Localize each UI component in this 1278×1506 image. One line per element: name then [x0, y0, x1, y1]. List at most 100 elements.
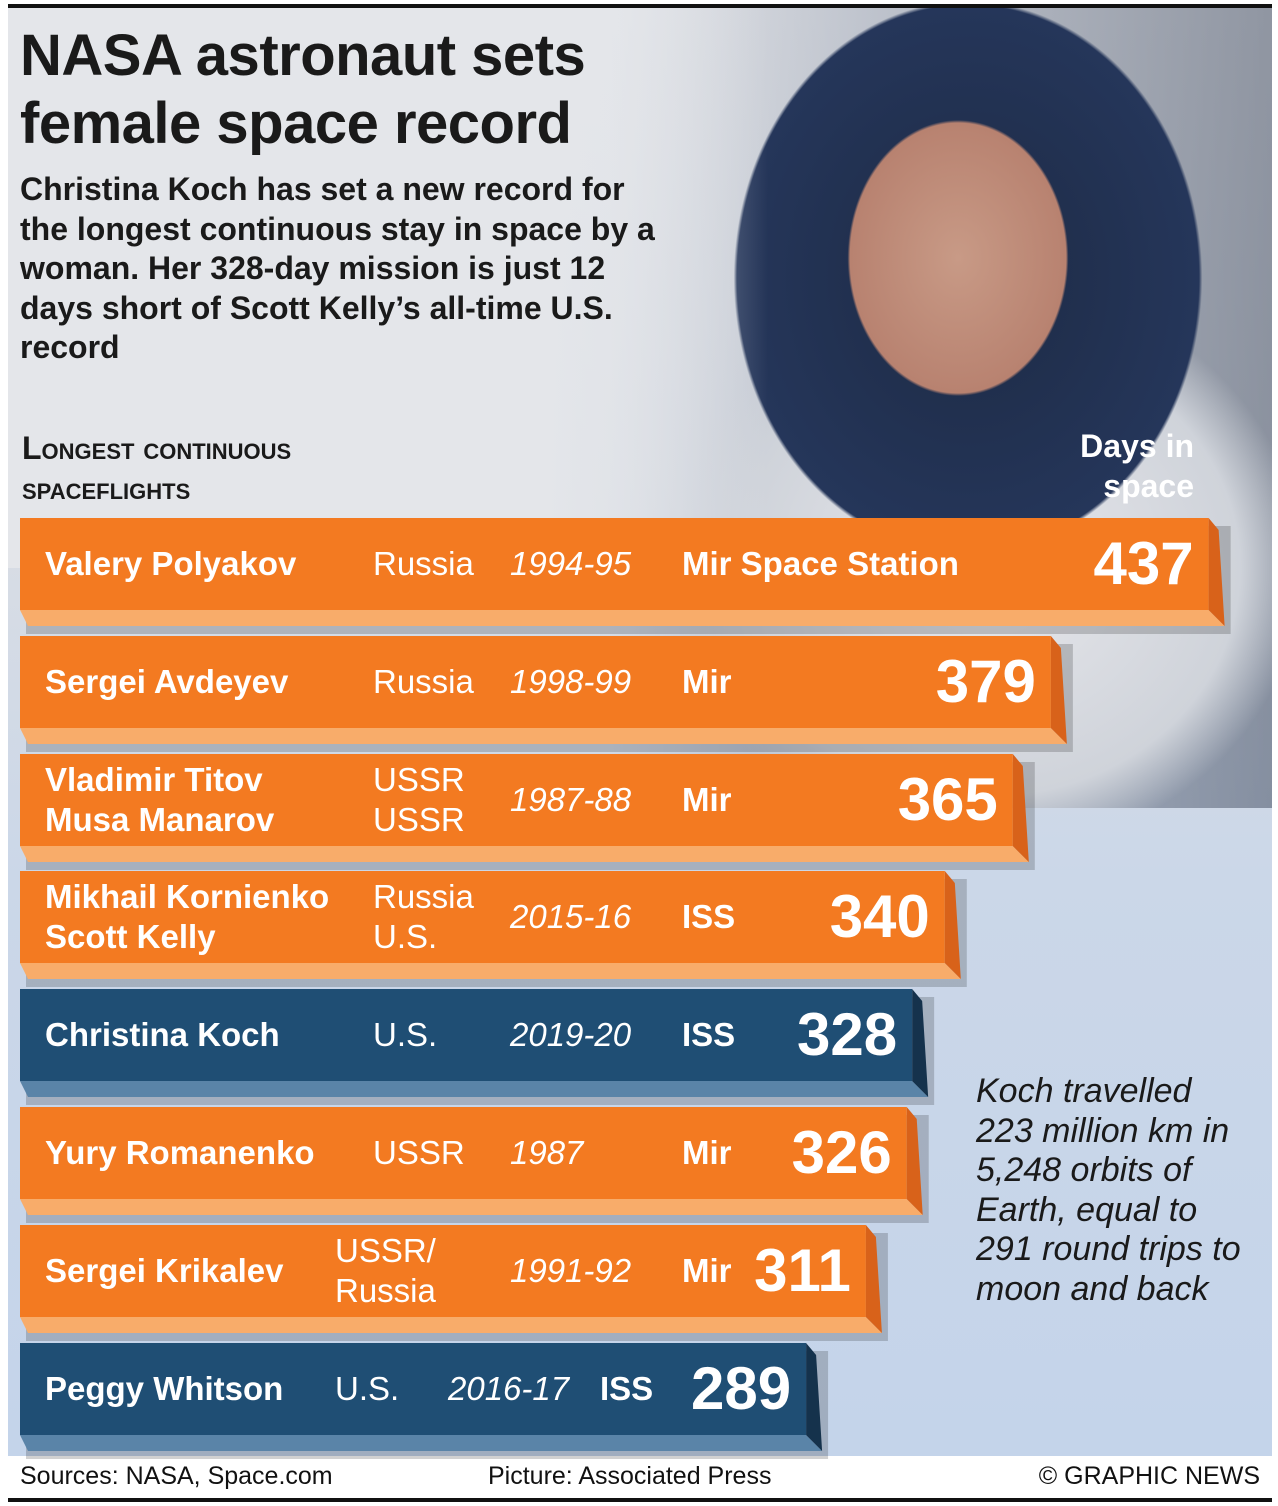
space-station: ISS [600, 1369, 654, 1407]
astronaut-name-line: Vladimir Titov [45, 760, 263, 798]
country-line: Russia [373, 545, 474, 582]
bar-side [1050, 635, 1067, 744]
bar-bevel [20, 610, 1225, 626]
bar-row: Peggy Whitson U.S. 2016-17 ISS 289 [0, 1342, 1278, 1459]
country-line: Russia [373, 662, 474, 700]
country-line: Russia [335, 1271, 436, 1309]
mission-years: 2015-16 [510, 898, 632, 936]
bar-bevel [20, 963, 961, 980]
footer: Sources: NASA, Space.com Picture: Associ… [0, 1462, 1278, 1498]
chart-title: Longest continuous spaceflights [22, 428, 291, 508]
koch-note: Koch travelled 223 million km in 5,248 o… [976, 1072, 1241, 1308]
bar-graphic [20, 518, 1231, 634]
bar-graphic [20, 871, 967, 988]
mission-years: 2019-20 [510, 1016, 632, 1054]
country: USSR USSR [373, 760, 465, 840]
bar-side [865, 1224, 882, 1333]
space-station: ISS [682, 898, 736, 936]
bar [20, 1107, 907, 1199]
bar-row: Sergei Avdeyev Russia 1998-99 Mir 379 [0, 635, 1278, 752]
chart-title-line: Longest continuous [22, 430, 292, 466]
bar-side [1208, 518, 1225, 626]
country: USSR/Russia [335, 1231, 436, 1311]
bar-graphic [20, 1342, 829, 1459]
days-value: 289 [690, 1354, 792, 1422]
mission-years: 1987-88 [510, 780, 632, 818]
bar [20, 1342, 807, 1435]
top-rule [8, 4, 1272, 9]
picture-credit: Picture: Associated Press [488, 1462, 772, 1490]
days-value: 437 [1093, 530, 1194, 597]
bar-row: Mikhail Kornienko Scott Kelly Russia U.S. 20… [0, 871, 1278, 988]
country: U.S. [335, 1369, 399, 1409]
bar-bevel [20, 1199, 923, 1215]
bar [20, 871, 945, 964]
bar-side [912, 989, 929, 1098]
bar [20, 518, 1209, 610]
bar-side [906, 1107, 923, 1215]
days-value: 326 [791, 1119, 892, 1186]
country: U.S. [373, 1015, 437, 1055]
bar [20, 1224, 866, 1317]
space-station: Mir [682, 662, 732, 700]
country-line: USSR [373, 1134, 465, 1171]
bar-bevel [20, 1316, 882, 1333]
headline-line: female space record [20, 91, 572, 156]
bar-row: Christina Koch U.S. 2019-20 ISS 328 [0, 989, 1278, 1106]
space-station: Mir [682, 780, 732, 818]
astronaut-name-line: Sergei Krikalev [45, 1251, 284, 1289]
astronaut-name-line: Peggy Whitson [45, 1369, 284, 1407]
astronaut-name-line: Yury Romanenko [45, 1134, 315, 1171]
days-value: 379 [935, 647, 1036, 715]
bar-graphic [20, 753, 1035, 870]
bar-graphic [20, 1107, 929, 1223]
space-station: Mir Space Station [682, 545, 959, 582]
bar-row: Sergei Krikalev USSR/Russia 1991-92 Mir 311 [0, 1224, 1278, 1341]
country-line: U.S. [335, 1369, 400, 1407]
value-label-line: Days in [1080, 428, 1194, 464]
astronaut-name-line: Scott Kelly [45, 918, 216, 956]
bar-side [1012, 753, 1029, 862]
headline-line: NASA astronaut sets [20, 23, 586, 88]
astronaut-name-line: Mikhail Kornienko [45, 878, 330, 916]
astronaut-name: Christina Koch [45, 1015, 280, 1055]
bar-row: Vladimir Titov Musa Manarov USSR USSR 1987-8… [0, 753, 1278, 870]
bar-bevel [20, 727, 1067, 744]
bar-graphic [20, 989, 935, 1106]
bar [20, 753, 1013, 846]
mission-years: 1991-92 [510, 1251, 632, 1289]
country-line: USSR/ [335, 1231, 436, 1269]
space-station: ISS [682, 1016, 736, 1054]
astronaut-name: Sergei Avdeyev [45, 662, 288, 702]
bar-graphic [20, 635, 1073, 752]
astronaut-name-line: Valery Polyakov [45, 545, 297, 582]
bar-side [806, 1342, 823, 1451]
astronaut-name: Yury Romanenko [45, 1133, 315, 1173]
mission-years: 1987 [510, 1134, 584, 1171]
country: Russia [373, 662, 474, 702]
country-line: U.S. [373, 918, 438, 956]
astronaut-name: Valery Polyakov [45, 544, 296, 584]
photo-fade [8, 8, 768, 568]
country-line: U.S. [373, 1016, 438, 1054]
astronaut-name: Mikhail Kornienko Scott Kelly [45, 877, 329, 957]
bar-bevel [20, 1081, 929, 1098]
bar-row: Valery Polyakov Russia 1994-95 Mir Space St… [0, 518, 1278, 634]
astronaut-name: Sergei Krikalev [45, 1251, 283, 1291]
days-value: 340 [829, 883, 930, 951]
value-axis-label: Days in space [994, 426, 1194, 506]
bar-bevel [20, 845, 1029, 862]
country-line: USSR [373, 760, 465, 798]
bar-graphic [20, 1224, 888, 1341]
country-line: Russia [373, 878, 474, 916]
country: Russia [373, 544, 474, 584]
chart-title-line: spaceflights [22, 470, 191, 506]
astronaut-name: Vladimir Titov Musa Manarov [45, 760, 274, 840]
sources-credit: Sources: NASA, Space.com [20, 1462, 333, 1490]
days-value: 328 [797, 1001, 898, 1069]
country: USSR [373, 1133, 465, 1173]
mission-years: 1998-99 [510, 662, 632, 700]
bar-side [944, 871, 961, 980]
bottom-rule [8, 1498, 1272, 1502]
